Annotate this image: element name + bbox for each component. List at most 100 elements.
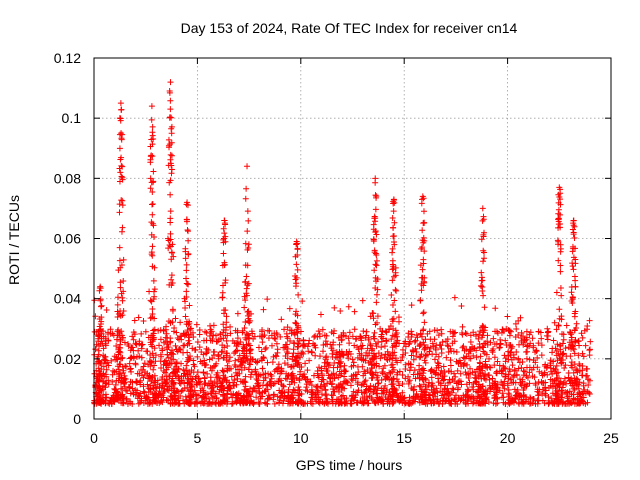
data-point bbox=[380, 400, 387, 407]
data-point bbox=[314, 387, 321, 394]
data-point bbox=[330, 388, 337, 395]
data-point bbox=[471, 368, 478, 375]
data-point bbox=[337, 308, 344, 315]
data-point bbox=[116, 131, 123, 138]
data-point bbox=[349, 333, 356, 340]
data-point bbox=[197, 381, 204, 388]
data-point bbox=[364, 352, 371, 359]
data-point bbox=[420, 260, 427, 267]
data-point bbox=[127, 400, 134, 407]
data-point bbox=[131, 317, 138, 324]
x-tick-label: 0 bbox=[90, 430, 98, 446]
data-point bbox=[392, 286, 399, 293]
data-point bbox=[118, 377, 125, 384]
data-point bbox=[289, 375, 296, 382]
data-point bbox=[557, 262, 564, 269]
data-point bbox=[168, 256, 175, 263]
data-point bbox=[542, 362, 549, 369]
data-point bbox=[188, 399, 195, 406]
data-points bbox=[91, 79, 594, 407]
data-point bbox=[130, 347, 137, 354]
data-point bbox=[480, 323, 487, 330]
data-point bbox=[464, 386, 471, 393]
data-point bbox=[209, 337, 216, 344]
data-point bbox=[296, 375, 303, 382]
data-point bbox=[453, 380, 460, 387]
data-point bbox=[161, 388, 168, 395]
data-point bbox=[368, 345, 375, 352]
data-point bbox=[571, 273, 578, 280]
data-point bbox=[555, 199, 562, 206]
data-point bbox=[579, 390, 586, 397]
data-point bbox=[515, 393, 522, 400]
data-point bbox=[417, 340, 424, 347]
data-point bbox=[98, 366, 105, 373]
data-point bbox=[220, 368, 227, 375]
data-point bbox=[418, 196, 425, 203]
data-point bbox=[243, 290, 250, 297]
data-point bbox=[411, 383, 418, 390]
data-point bbox=[292, 319, 299, 326]
data-point bbox=[135, 392, 142, 399]
data-point bbox=[175, 374, 182, 381]
data-point bbox=[316, 330, 323, 337]
data-point bbox=[278, 316, 285, 323]
data-point bbox=[470, 394, 477, 401]
data-point bbox=[393, 392, 400, 399]
data-point bbox=[296, 386, 303, 393]
data-point bbox=[147, 315, 154, 322]
data-point bbox=[115, 366, 122, 373]
data-point bbox=[244, 331, 251, 338]
data-point bbox=[95, 389, 102, 396]
data-point bbox=[389, 214, 396, 221]
data-point bbox=[570, 346, 577, 353]
data-point bbox=[336, 341, 343, 348]
y-tick-label: 0.06 bbox=[54, 231, 81, 247]
data-point bbox=[234, 335, 241, 342]
data-point bbox=[135, 314, 142, 321]
data-point bbox=[371, 398, 378, 405]
data-point bbox=[132, 360, 139, 367]
data-point bbox=[579, 334, 586, 341]
data-point bbox=[177, 319, 184, 326]
data-point bbox=[100, 398, 107, 405]
data-point bbox=[91, 370, 98, 377]
data-point bbox=[287, 337, 294, 344]
data-point bbox=[231, 361, 238, 368]
data-point bbox=[493, 340, 500, 347]
data-point bbox=[438, 367, 445, 374]
data-point bbox=[128, 354, 135, 361]
data-point bbox=[167, 160, 174, 167]
data-point bbox=[119, 334, 126, 341]
data-point bbox=[310, 372, 317, 379]
data-point bbox=[467, 339, 474, 346]
data-point bbox=[103, 307, 110, 314]
data-point bbox=[559, 351, 566, 358]
data-point bbox=[183, 280, 190, 287]
data-point bbox=[492, 378, 499, 385]
data-point bbox=[553, 326, 560, 333]
data-point bbox=[118, 173, 125, 180]
data-point bbox=[409, 347, 416, 353]
data-point bbox=[449, 333, 456, 340]
data-point bbox=[535, 389, 542, 396]
data-point bbox=[130, 329, 137, 336]
data-point bbox=[186, 334, 193, 341]
data-point bbox=[146, 357, 153, 364]
data-point bbox=[454, 367, 461, 374]
data-point bbox=[182, 298, 189, 305]
data-point bbox=[163, 330, 170, 337]
data-point bbox=[223, 337, 230, 344]
data-point bbox=[523, 372, 530, 379]
data-point bbox=[165, 318, 172, 325]
data-point bbox=[254, 383, 261, 390]
data-point bbox=[179, 397, 186, 404]
data-point bbox=[150, 136, 157, 143]
data-point bbox=[129, 333, 136, 340]
data-point bbox=[273, 366, 280, 373]
data-point bbox=[289, 353, 296, 360]
data-point bbox=[502, 374, 509, 381]
data-point bbox=[556, 184, 563, 191]
data-point bbox=[390, 208, 397, 215]
data-point bbox=[246, 360, 253, 367]
